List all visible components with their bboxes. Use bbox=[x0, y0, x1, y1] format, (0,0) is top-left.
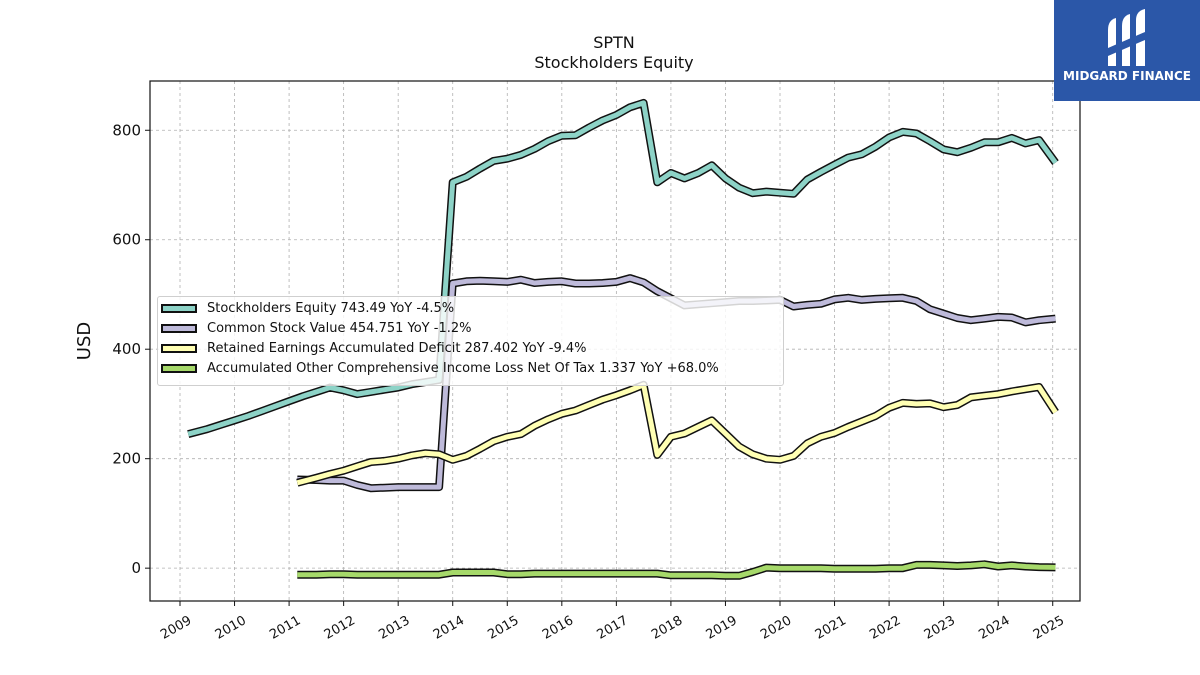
legend-label: Stockholders Equity 743.49 YoY -4.5% bbox=[207, 301, 455, 316]
y-tick-label: 0 bbox=[131, 559, 141, 577]
legend-swatch bbox=[161, 324, 197, 333]
y-axis-label: USD bbox=[74, 322, 95, 360]
x-tick-label: 2011 bbox=[267, 613, 303, 643]
x-tick-label: 2019 bbox=[704, 613, 740, 643]
series-line-3 bbox=[297, 560, 1056, 580]
x-tick-label: 2013 bbox=[376, 613, 412, 643]
x-tick-label: 2015 bbox=[485, 613, 521, 643]
x-tick-label: 2022 bbox=[867, 613, 903, 643]
chart-title: SPTN bbox=[593, 33, 635, 52]
x-tick-label: 2014 bbox=[431, 613, 467, 643]
chart-subtitle: Stockholders Equity bbox=[534, 53, 693, 72]
x-tick-label: 2018 bbox=[649, 613, 685, 643]
legend-item-aoci: Accumulated Other Comprehensive Income L… bbox=[161, 361, 783, 381]
legend-label: Accumulated Other Comprehensive Income L… bbox=[207, 361, 719, 376]
x-tick-label: 2009 bbox=[158, 613, 194, 643]
legend-item-retained-earnings: Retained Earnings Accumulated Deficit 28… bbox=[161, 341, 783, 361]
series-line-2 bbox=[296, 380, 1059, 487]
x-axis-ticks: 2009 2010 2011 2012 2013 2014 2015 2016 2017 2018… bbox=[158, 601, 1067, 643]
y-tick-label: 800 bbox=[112, 121, 141, 139]
legend-swatch bbox=[161, 344, 197, 353]
series-line-0 bbox=[187, 98, 1059, 438]
x-tick-label: 2010 bbox=[213, 613, 249, 643]
y-tick-label: 400 bbox=[112, 340, 141, 358]
x-tick-label: 2023 bbox=[922, 613, 958, 643]
legend: Stockholders Equity 743.49 YoY -4.5% Com… bbox=[157, 296, 784, 386]
legend-label: Common Stock Value 454.751 YoY -1.2% bbox=[207, 321, 472, 336]
x-tick-label: 2020 bbox=[758, 613, 794, 643]
y-tick-label: 200 bbox=[112, 450, 141, 468]
legend-swatch bbox=[161, 304, 197, 313]
legend-item-common-stock-value: Common Stock Value 454.751 YoY -1.2% bbox=[161, 321, 783, 341]
legend-label: Retained Earnings Accumulated Deficit 28… bbox=[207, 341, 587, 356]
series-stroke bbox=[296, 382, 1058, 486]
plot-area-frame bbox=[149, 80, 1081, 602]
x-tick-label: 2021 bbox=[813, 613, 849, 643]
y-axis-ticks: 0 200 400 600 800 bbox=[112, 121, 150, 577]
series-stroke bbox=[297, 561, 1056, 579]
legend-swatch bbox=[161, 364, 197, 373]
series-stroke bbox=[187, 100, 1058, 437]
midgard-logo-icon bbox=[1108, 9, 1145, 66]
y-tick-label: 600 bbox=[112, 231, 141, 249]
legend-item-stockholders-equity: Stockholders Equity 743.49 YoY -4.5% bbox=[161, 301, 783, 321]
x-tick-label: 2017 bbox=[595, 613, 631, 643]
x-tick-label: 2016 bbox=[540, 613, 576, 643]
x-tick-label: 2012 bbox=[322, 613, 358, 643]
x-tick-label: 2025 bbox=[1031, 613, 1067, 643]
brand-logo: MIDGARD FINANCE bbox=[1054, 0, 1200, 101]
brand-logo-text: MIDGARD FINANCE bbox=[1063, 69, 1191, 83]
x-tick-label: 2024 bbox=[976, 613, 1012, 643]
